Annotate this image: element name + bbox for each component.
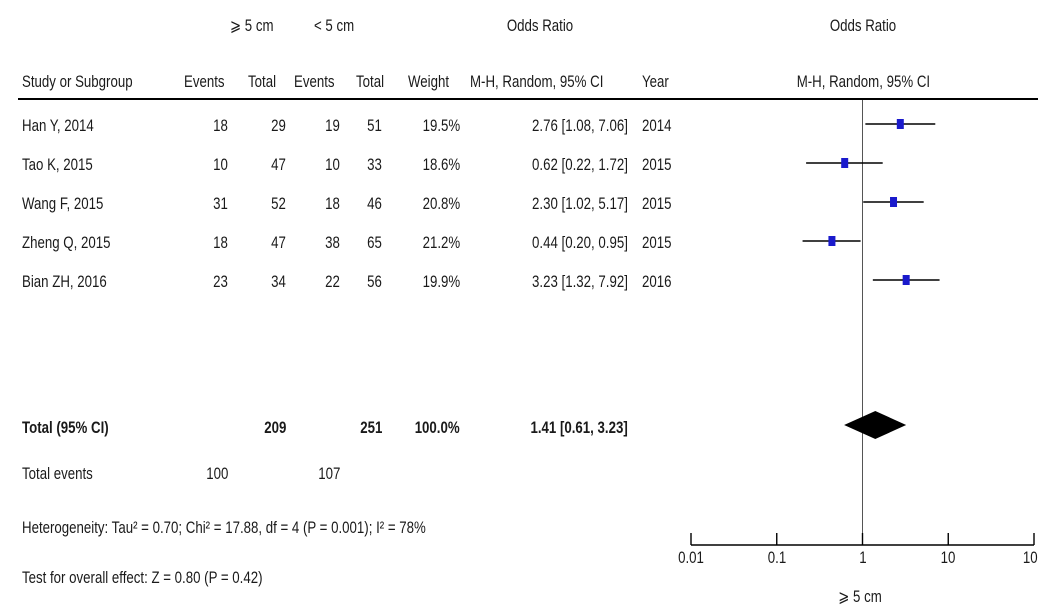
col-total2-header: Total xyxy=(356,72,385,91)
col-weight-header: Weight xyxy=(408,72,450,91)
weight-cell: 19.9% xyxy=(422,272,460,291)
total2-cell: 33 xyxy=(367,155,382,174)
study-name: Tao K, 2015 xyxy=(22,155,93,174)
col-events2-header: Events xyxy=(294,72,335,91)
total-total2: 251 xyxy=(359,418,382,437)
events2-cell: 18 xyxy=(325,194,340,213)
col-events1-header: Events xyxy=(184,72,225,91)
total-weight: 100.0% xyxy=(415,418,460,437)
total-label: Total (95% CI) xyxy=(22,418,109,437)
total1-cell: 47 xyxy=(271,155,286,174)
events2-cell: 22 xyxy=(325,272,340,291)
col-or-plot-header: M-H, Random, 95% CI xyxy=(796,72,931,91)
pooled-diamond xyxy=(844,411,907,439)
overall-effect-text: Test for overall effect: Z = 0.80 (P = 0… xyxy=(22,568,263,587)
total-events-label: Total events xyxy=(22,464,93,483)
year-cell: 2015 xyxy=(642,233,672,252)
x-tick-label: 0.01 xyxy=(678,548,704,567)
study-name: Zheng Q, 2015 xyxy=(22,233,111,252)
col-year-header: Year xyxy=(642,72,669,91)
total-events2: 107 xyxy=(317,464,340,483)
ci-cell: 0.62 [0.22, 1.72] xyxy=(532,155,628,174)
events1-cell: 23 xyxy=(213,272,228,291)
or-title-plot: Odds Ratio xyxy=(829,16,897,35)
year-cell: 2014 xyxy=(642,116,672,135)
or-marker xyxy=(841,158,849,168)
x-tick-label: 10 xyxy=(940,548,956,567)
study-name: Bian ZH, 2016 xyxy=(22,272,107,291)
total2-cell: 46 xyxy=(367,194,382,213)
events2-cell: 10 xyxy=(325,155,340,174)
x-tick-label: 0.1 xyxy=(767,548,786,567)
events1-cell: 18 xyxy=(213,116,228,135)
year-cell: 2015 xyxy=(642,155,672,174)
total2-cell: 65 xyxy=(367,233,382,252)
total2-cell: 51 xyxy=(367,116,382,135)
total-ci: 1.41 [0.61, 3.23] xyxy=(530,418,628,437)
events2-cell: 19 xyxy=(325,116,340,135)
study-name: Wang F, 2015 xyxy=(22,194,104,213)
total1-cell: 34 xyxy=(271,272,286,291)
x-axis-label: ⩾ 5 cm xyxy=(838,587,882,606)
total-events1: 100 xyxy=(205,464,228,483)
study-name: Han Y, 2014 xyxy=(22,116,94,135)
weight-cell: 18.6% xyxy=(422,155,460,174)
ci-cell: 2.30 [1.02, 5.17] xyxy=(532,194,628,213)
x-tick-label: 100 xyxy=(1022,548,1038,567)
group1-header: ⩾ 5 cm xyxy=(230,16,274,35)
weight-cell: 19.5% xyxy=(422,116,460,135)
events2-cell: 38 xyxy=(325,233,340,252)
or-marker xyxy=(902,275,910,285)
events1-cell: 10 xyxy=(213,155,228,174)
or-marker xyxy=(890,197,898,207)
or-marker xyxy=(896,119,904,129)
total1-cell: 52 xyxy=(271,194,286,213)
or-marker xyxy=(828,236,836,246)
or-title-table: Odds Ratio xyxy=(506,16,574,35)
group2-header: < 5 cm xyxy=(314,16,355,35)
ci-cell: 0.44 [0.20, 0.95] xyxy=(532,233,628,252)
ci-cell: 2.76 [1.08, 7.06] xyxy=(532,116,628,135)
events1-cell: 18 xyxy=(213,233,228,252)
events1-cell: 31 xyxy=(213,194,228,213)
total1-cell: 29 xyxy=(271,116,286,135)
year-cell: 2016 xyxy=(642,272,672,291)
heterogeneity-text: Heterogeneity: Tau² = 0.70; Chi² = 17.88… xyxy=(22,518,426,537)
total-total1: 209 xyxy=(263,418,286,437)
total1-cell: 47 xyxy=(271,233,286,252)
ci-cell: 3.23 [1.32, 7.92] xyxy=(532,272,628,291)
col-total1-header: Total xyxy=(248,72,277,91)
weight-cell: 21.2% xyxy=(422,233,460,252)
weight-cell: 20.8% xyxy=(422,194,460,213)
year-cell: 2015 xyxy=(642,194,672,213)
col-or-header: M-H, Random, 95% CI xyxy=(470,72,604,91)
x-tick-label: 1 xyxy=(858,548,867,567)
col-study-header: Study or Subgroup xyxy=(22,72,133,91)
header-rule xyxy=(18,98,1038,100)
total2-cell: 56 xyxy=(367,272,382,291)
